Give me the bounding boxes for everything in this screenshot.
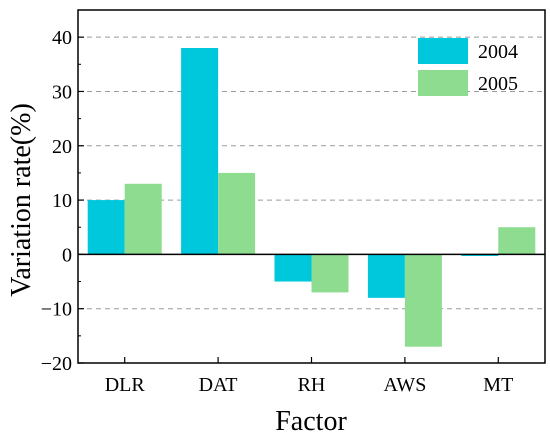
y-tick-label: 20	[52, 136, 72, 158]
bars	[87, 48, 536, 347]
x-tick-label: DAT	[199, 374, 238, 396]
x-tick-label: DLR	[105, 374, 146, 396]
bar-2005-dlr	[124, 183, 162, 255]
legend-label-2004: 2004	[478, 41, 518, 63]
bar-2005-dat	[218, 172, 256, 255]
y-axis-title: Variation rate(%)	[6, 103, 37, 297]
bar-2004-mt	[461, 254, 499, 257]
legend-label-2005: 2005	[478, 73, 518, 95]
legend: 2004 2005	[418, 38, 518, 96]
bar-2005-rh	[311, 254, 349, 293]
y-tick-label: 10	[52, 190, 72, 212]
bar-2004-dat	[181, 48, 219, 255]
x-tick-label: AWS	[383, 374, 426, 396]
legend-swatch-2005	[418, 70, 468, 96]
bar-2004-dlr	[87, 200, 125, 255]
y-tick-label: 40	[52, 27, 72, 49]
axes	[77, 9, 546, 364]
tick-labels: DLR DAT RH AWS MT −20 −10 0 10 20 30 40	[41, 27, 514, 396]
y-tick-label: −20	[41, 353, 72, 375]
bar-2004-aws	[367, 254, 405, 298]
x-tick-label: RH	[298, 374, 326, 396]
bar-2004-rh	[274, 254, 312, 282]
y-tick-label: −10	[41, 299, 72, 321]
bar-2005-aws	[404, 254, 442, 347]
x-tick-label: MT	[483, 374, 513, 396]
y-tick-label: 30	[52, 81, 72, 103]
x-axis-title: Factor	[275, 406, 347, 437]
legend-swatch-2004	[418, 38, 468, 64]
bar-2005-mt	[498, 227, 536, 255]
plot-frame	[77, 9, 546, 364]
y-tick-label: 0	[62, 244, 72, 266]
